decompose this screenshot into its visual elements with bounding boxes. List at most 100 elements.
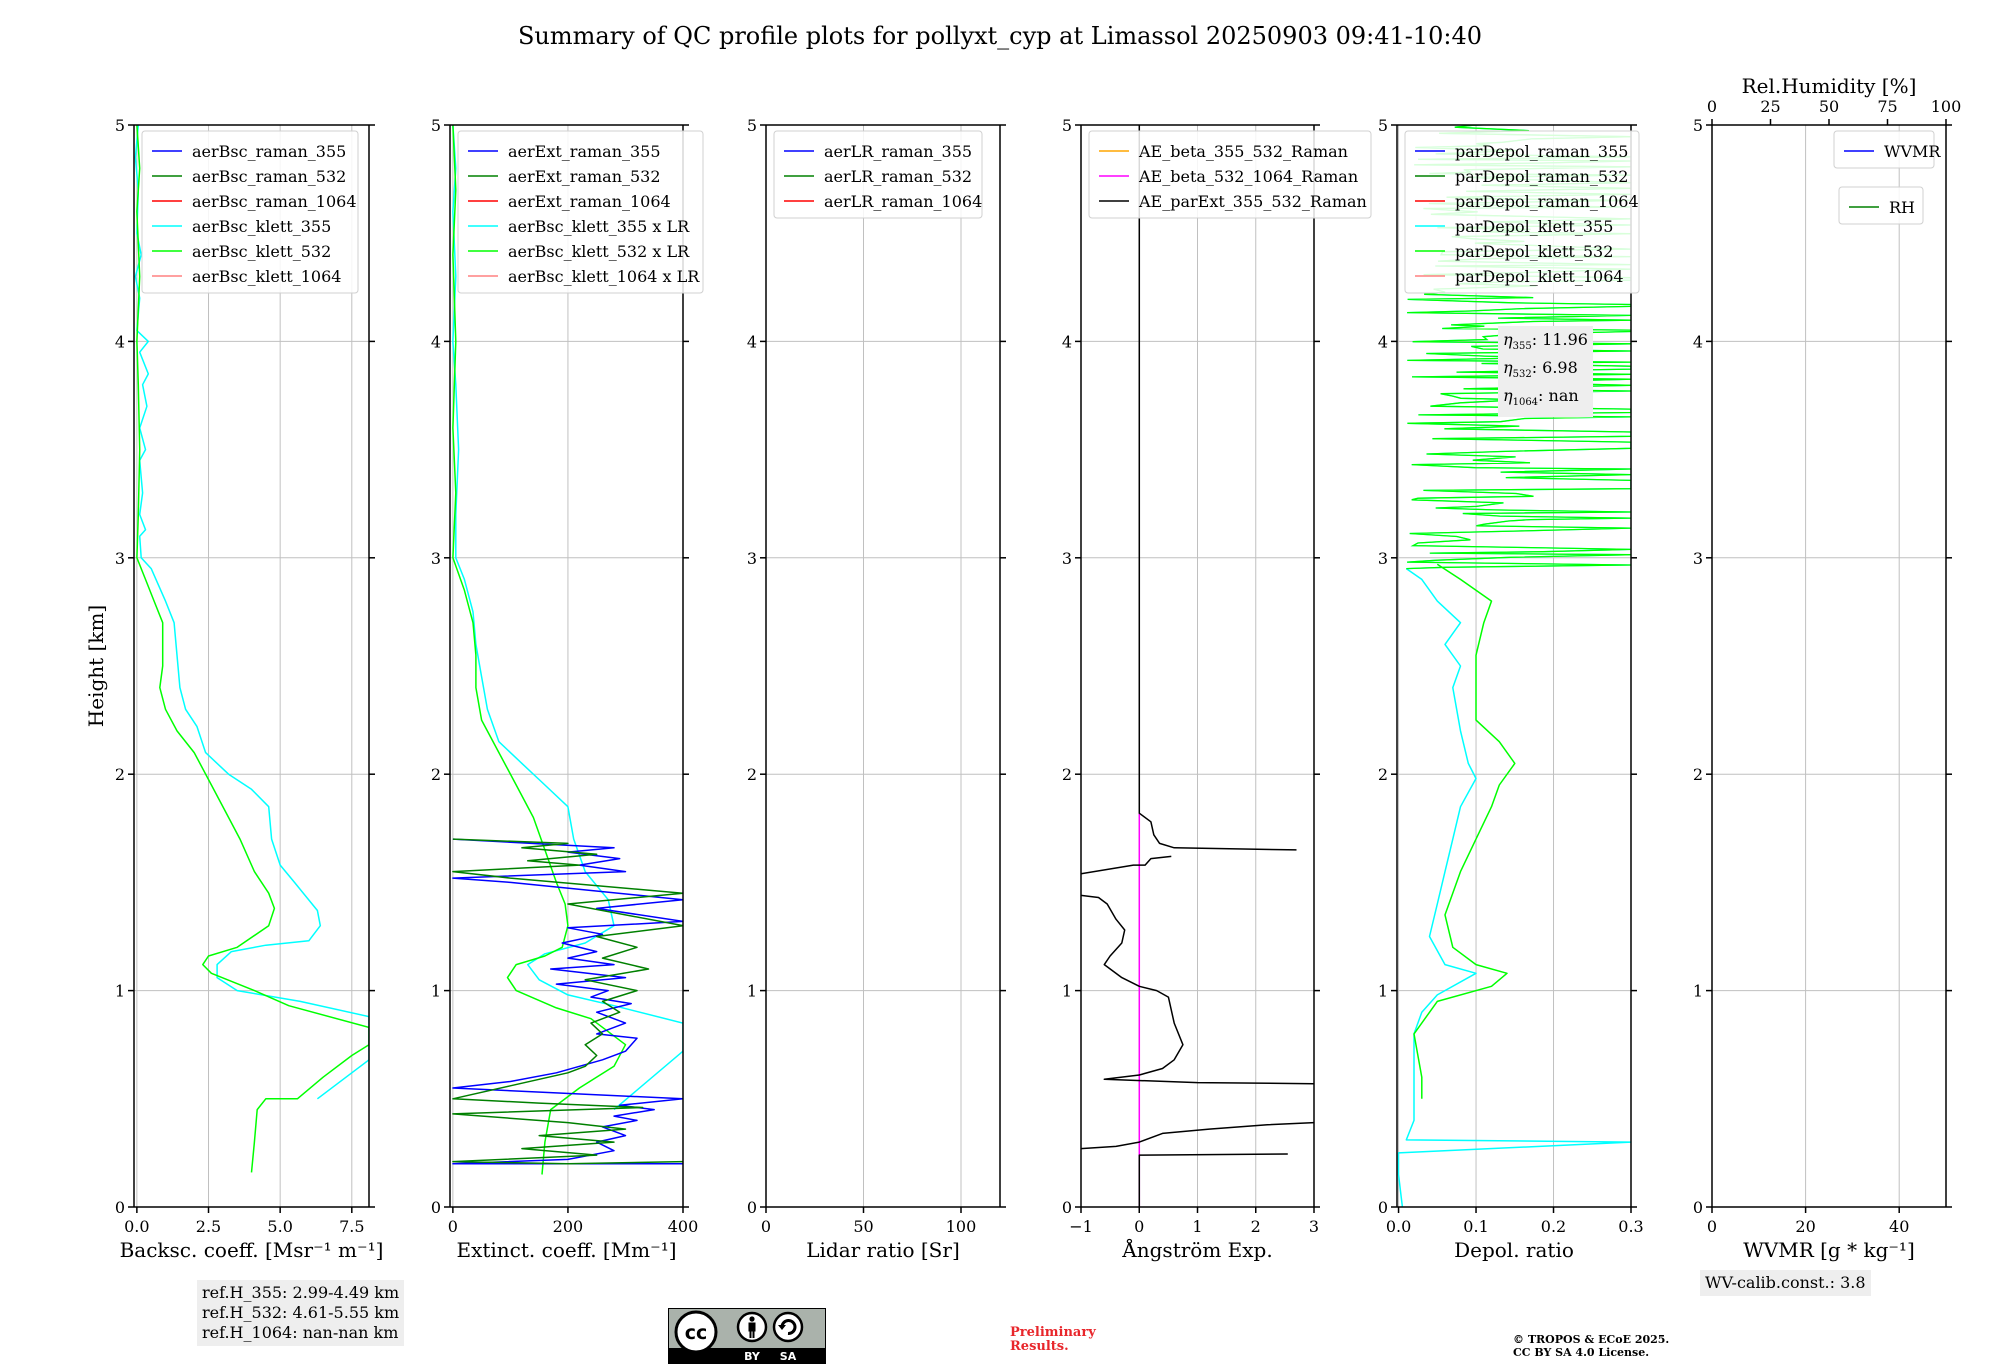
ytick-label: 5 [115, 116, 125, 135]
legend-entry: RH [1889, 198, 1915, 217]
legend-entry: parDepol_klett_1064 [1455, 267, 1624, 286]
series-line-AE_parExt_355_532_Raman [1138, 1153, 1288, 1207]
legend-entry: aerLR_raman_355 [824, 142, 972, 161]
legend-entry: aerBsc_klett_1064 [192, 267, 341, 286]
legend-entry: aerBsc_raman_1064 [192, 192, 357, 211]
legend-frame [1833, 130, 1935, 169]
legend-entry: parDepol_raman_532 [1455, 167, 1628, 186]
ytick-label: 5 [431, 116, 441, 135]
series-line-AE_parExt_355_532_Raman [1081, 1121, 1314, 1150]
ytick-label: 5 [1378, 116, 1388, 135]
series-line-aerExt_raman_532 [452, 838, 683, 1165]
ytick-label: 2 [115, 765, 125, 784]
svg-text:cc: cc [685, 1322, 708, 1344]
sa-icon [772, 1311, 804, 1343]
legend-entry: AE_beta_355_532_Raman [1138, 142, 1348, 161]
xtick-label: 0.2 [1541, 1217, 1566, 1236]
xtick-label: 100 [946, 1217, 977, 1236]
x2-axis-label: Rel.Humidity [%] [1742, 74, 1917, 98]
xtick-label: 1 [1192, 1217, 1202, 1236]
ref-height-1064: ref.H_1064: nan-nan km [202, 1323, 399, 1342]
x-axis-label: Depol. ratio [1454, 1238, 1574, 1262]
xtick-label: 40 [1889, 1217, 1909, 1236]
legend-entry: aerBsc_klett_355 x LR [508, 217, 690, 236]
ytick-label: 1 [431, 982, 441, 1001]
series-group [134, 125, 369, 1173]
legend-entry: AE_beta_532_1064_Raman [1138, 167, 1358, 186]
series-line-parDepol_klett_355 [1397, 567, 1631, 1207]
xtick-label: 3 [1309, 1217, 1319, 1236]
x-axis-label: WVMR [g * kg⁻¹] [1743, 1238, 1915, 1262]
ytick-label: 0 [1378, 1198, 1388, 1217]
ytick-label: 1 [1378, 982, 1388, 1001]
ytick-label: 5 [747, 116, 757, 135]
x2tick-label: 25 [1760, 97, 1780, 116]
legend-frame [1088, 130, 1372, 219]
legend: aerExt_raman_355 aerExt_raman_532 aerExt_r… [457, 130, 704, 294]
ytick-label: 2 [1378, 765, 1388, 784]
ytick-label: 2 [1693, 765, 1703, 784]
legend-entry: aerBsc_klett_355 [192, 217, 331, 236]
x-axis-label: Lidar ratio [Sr] [806, 1238, 960, 1262]
cc-icon [674, 1310, 718, 1354]
xtick-label: −1 [1069, 1217, 1093, 1236]
xtick-label: 50 [853, 1217, 873, 1236]
wv-calibration-box: WV-calib.const.: 3.8 [1700, 1270, 1871, 1296]
xtick-label: 2.5 [196, 1217, 221, 1236]
legend-entry: aerBsc_raman_532 [192, 167, 346, 186]
x2tick-label: 50 [1819, 97, 1839, 116]
ytick-label: 4 [1693, 332, 1703, 351]
xtick-label: 0.0 [124, 1217, 149, 1236]
panel-ext: 0 1 2 3 4 5 0 200 400 Extinct. coeff. [Mm⁻¹] aerEx… [431, 116, 704, 1262]
xtick-label: 0 [761, 1217, 771, 1236]
xtick-label: 7.5 [339, 1217, 364, 1236]
series-line-aerBsc_klett_355 x LR [452, 125, 683, 1111]
x2tick-label: 0 [1707, 97, 1717, 116]
ref-height-532: ref.H_532: 4.61-5.55 km [202, 1303, 400, 1322]
legend-entry: parDepol_raman_355 [1455, 142, 1628, 161]
eta-532: η532: 6.98 [1503, 358, 1578, 381]
ytick-label: 0 [747, 1198, 757, 1217]
legend: AE_beta_355_532_Raman AE_beta_532_1064_Ra… [1088, 130, 1372, 219]
series-line-aerExt_raman_355 [452, 838, 683, 1165]
x-axis-label: Ångström Exp. [1121, 1237, 1272, 1262]
series-line-AE_parExt_355_532_Raman [1081, 855, 1172, 875]
eta-355: η355: 11.96 [1503, 330, 1588, 353]
wv-calibration-const: WV-calib.const.: 3.8 [1705, 1273, 1866, 1292]
legend-entry: aerExt_raman_532 [508, 167, 661, 186]
xtick-label: 0.0 [1386, 1217, 1411, 1236]
ytick-label: 3 [115, 549, 125, 568]
ytick-label: 2 [1062, 765, 1072, 784]
legend-entry: aerBsc_klett_532 [192, 242, 331, 261]
legend-entry: aerExt_raman_1064 [508, 192, 671, 211]
legend-secondary: RH [1838, 186, 1924, 225]
series-group [1081, 125, 1314, 1207]
legend-entry: parDepol_klett_532 [1455, 242, 1613, 261]
xtick-label: 0.3 [1618, 1217, 1643, 1236]
series-line-aerBsc_klett_532 [136, 125, 369, 1173]
ytick-label: 3 [1378, 549, 1388, 568]
legend-entry: aerBsc_klett_532 x LR [508, 242, 690, 261]
series-line-aerBsc_klett_355 [134, 125, 369, 1100]
x2tick-label: 75 [1877, 97, 1897, 116]
ytick-label: 1 [747, 982, 757, 1001]
series-line-AE_parExt_355_532_Raman [1081, 894, 1314, 1085]
x2tick-label: 100 [1931, 97, 1962, 116]
y-axis-label: Height [km] [84, 605, 108, 727]
xtick-label: 0 [1134, 1217, 1144, 1236]
legend-entry: aerBsc_raman_355 [192, 142, 346, 161]
ytick-label: 3 [1062, 549, 1072, 568]
series-line-parDepol_klett_532 [1413, 563, 1516, 1099]
legend: WVMR [1833, 130, 1941, 169]
xtick-label: 0 [1707, 1217, 1717, 1236]
legend-entry: aerExt_raman_355 [508, 142, 661, 161]
ytick-label: 2 [431, 765, 441, 784]
legend: aerLR_raman_355 aerLR_raman_532 aerLR_rama… [773, 130, 983, 219]
legend-frame [1838, 186, 1924, 225]
ytick-label: 0 [115, 1198, 125, 1217]
panel-depol: 0 1 2 3 4 5 0.0 0.1 0.2 0.3 Depol. ratio parDepol_r… [1378, 116, 1644, 1262]
ytick-label: 4 [431, 332, 441, 351]
ref-height-355: ref.H_355: 2.99-4.49 km [202, 1283, 400, 1302]
copyright-note: © TROPOS & ECoE 2025. CC BY SA 4.0 Licen… [1513, 1333, 1670, 1359]
